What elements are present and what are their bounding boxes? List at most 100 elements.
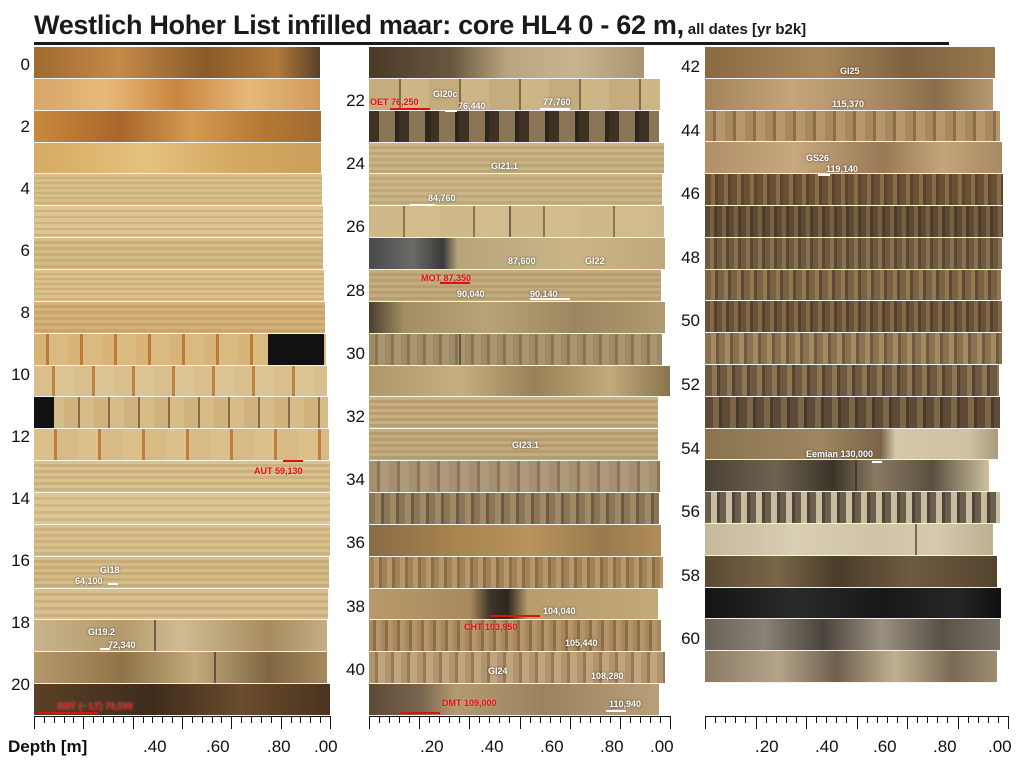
axis-tick xyxy=(927,716,929,723)
axis-tick xyxy=(589,716,591,723)
core-segment xyxy=(369,206,664,239)
depth-label: 58 xyxy=(681,565,700,585)
depth-label: 48 xyxy=(681,247,700,267)
axis-tick xyxy=(43,716,45,723)
core-segment xyxy=(705,174,1003,206)
tephra-annotation: SMT (~ LT) 70,590 xyxy=(57,701,133,711)
core-segment xyxy=(369,174,662,207)
date-annotation: 115,370 xyxy=(832,99,865,109)
core-crack xyxy=(154,620,156,652)
axis-tick xyxy=(745,716,747,723)
annotation-marker-line xyxy=(540,108,570,110)
axis-tick xyxy=(290,716,292,723)
annotation-marker-line xyxy=(100,648,110,650)
core-segment xyxy=(34,333,326,366)
axis-tick xyxy=(957,716,959,729)
axis-tick xyxy=(310,716,312,723)
core-segment xyxy=(34,397,328,430)
axis-tick xyxy=(755,716,757,729)
core-segment xyxy=(369,78,660,111)
tephra-annotation: MOT 87,350 xyxy=(421,273,472,283)
axis-tick xyxy=(775,716,777,723)
core-segment xyxy=(369,620,661,653)
core-segment xyxy=(705,524,993,556)
date-annotation: GI18 xyxy=(100,565,120,575)
axis-tick xyxy=(330,716,331,729)
core-segment xyxy=(34,365,327,398)
core-segment xyxy=(34,429,329,462)
core-segment xyxy=(369,110,659,143)
core-segment xyxy=(705,555,997,588)
axis-tick xyxy=(765,716,767,723)
axis-tick xyxy=(251,716,253,723)
axis-tick xyxy=(715,716,717,723)
axis-tick xyxy=(997,716,999,723)
core-segment xyxy=(705,78,993,111)
date-annotation: Eemian 130,000 xyxy=(806,449,874,459)
title-note: all dates [yr b2k] xyxy=(687,21,807,38)
core-segment xyxy=(705,237,1002,270)
date-annotation: GI20c xyxy=(433,89,458,99)
depth-label: 40 xyxy=(346,659,365,679)
annotation-marker-line xyxy=(606,710,626,712)
x-axis-label: Depth [m] xyxy=(8,737,88,756)
core-segment xyxy=(705,619,1000,652)
axis-tick xyxy=(211,716,213,723)
core-crack xyxy=(915,524,917,555)
axis-tick xyxy=(967,716,969,723)
depth-label: 30 xyxy=(346,343,365,363)
depth-label: 18 xyxy=(11,613,30,632)
core-segment xyxy=(34,652,327,685)
core-segment xyxy=(34,47,320,79)
axis-tick xyxy=(112,716,114,723)
core-segment xyxy=(705,110,1000,143)
depth-label: 52 xyxy=(681,375,700,394)
date-annotation: GI24 xyxy=(488,666,508,676)
axis-tick xyxy=(34,716,35,729)
axis-tick xyxy=(876,716,878,723)
axis-tick xyxy=(917,716,919,723)
axis-tick xyxy=(73,716,75,723)
tick-label: .80 xyxy=(267,737,291,756)
core-segment xyxy=(705,301,1002,334)
axis-tick xyxy=(896,716,898,723)
depth-label: 2 xyxy=(20,117,30,136)
axis-tick xyxy=(409,716,411,723)
axis-tick xyxy=(639,716,641,723)
depth-label: 44 xyxy=(681,120,700,140)
core-segment xyxy=(34,78,320,111)
axis-tick xyxy=(529,716,531,723)
core-segment xyxy=(34,110,321,143)
dark-core-section xyxy=(34,397,54,429)
axis-tick xyxy=(172,716,174,723)
core-segment xyxy=(34,142,321,175)
axis-tick xyxy=(559,716,561,723)
core-segment xyxy=(705,206,1003,238)
axis-tick xyxy=(987,716,989,723)
core-segment xyxy=(34,556,329,589)
axis-tick xyxy=(569,716,571,729)
axis-tick xyxy=(142,716,144,723)
core-segment xyxy=(369,238,665,270)
core-segment xyxy=(369,270,661,302)
core-segment xyxy=(705,492,1000,524)
axis-tick xyxy=(122,716,124,723)
depth-label: 46 xyxy=(681,184,700,204)
axis-tick xyxy=(83,716,85,729)
annotation-marker-line xyxy=(108,583,118,585)
depth-label: 34 xyxy=(346,470,365,490)
core-segment xyxy=(369,429,658,462)
core-column-1 xyxy=(34,47,330,716)
core-segment xyxy=(34,588,328,621)
axis-tick xyxy=(93,716,95,723)
axis-tick xyxy=(619,716,621,729)
core-column-2 xyxy=(369,47,670,716)
core-segment xyxy=(705,333,1002,365)
core-segment xyxy=(369,524,661,557)
axis-tick xyxy=(806,716,807,729)
axis-tick xyxy=(320,716,322,723)
axis-tick xyxy=(389,716,391,723)
depth-label: 60 xyxy=(681,629,700,649)
axis-tick xyxy=(649,716,651,723)
core-column-3 xyxy=(705,47,1008,683)
